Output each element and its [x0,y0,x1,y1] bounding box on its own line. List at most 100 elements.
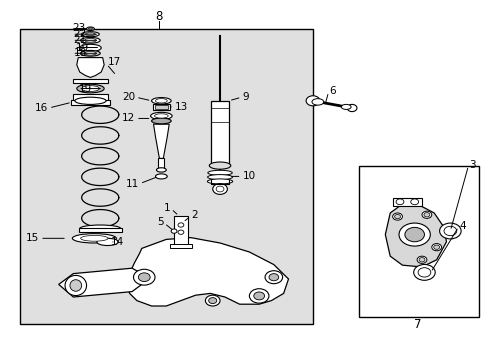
Ellipse shape [81,37,100,43]
Circle shape [264,271,282,284]
Ellipse shape [84,51,96,55]
Polygon shape [59,268,142,297]
Text: 6: 6 [329,86,336,96]
Circle shape [443,226,456,236]
Text: 10: 10 [242,171,255,181]
Circle shape [249,289,268,303]
Bar [170,244,191,248]
Circle shape [417,268,430,277]
Text: 8: 8 [155,10,163,23]
Circle shape [133,269,155,285]
Text: 11: 11 [125,179,139,189]
Ellipse shape [81,235,108,241]
Text: 12: 12 [122,113,135,123]
Text: 4: 4 [459,221,466,231]
Circle shape [171,229,177,233]
Ellipse shape [75,97,106,104]
Ellipse shape [81,86,99,91]
Text: 17: 17 [107,57,121,67]
Circle shape [421,211,431,219]
Polygon shape [385,204,446,267]
Ellipse shape [81,50,100,56]
Circle shape [431,244,441,251]
Text: 3: 3 [468,160,475,170]
Ellipse shape [311,99,323,105]
Bar [71,100,110,105]
Ellipse shape [151,118,171,124]
Ellipse shape [154,114,168,118]
Ellipse shape [151,98,171,104]
Bar [79,228,122,232]
Ellipse shape [77,84,104,93]
Circle shape [253,292,264,300]
Bar [73,79,107,83]
Ellipse shape [80,225,121,232]
Circle shape [208,298,216,303]
Ellipse shape [80,44,101,51]
Ellipse shape [81,32,99,37]
Text: 19: 19 [76,42,89,53]
Bar [20,29,312,324]
Ellipse shape [341,104,350,109]
Bar [211,101,228,166]
Text: 20: 20 [122,92,135,102]
Circle shape [392,213,402,220]
Text: 13: 13 [175,102,188,112]
Text: 1: 1 [163,203,170,213]
Circle shape [413,265,434,280]
Circle shape [423,213,429,217]
Circle shape [398,223,429,246]
Text: 9: 9 [242,92,249,102]
Ellipse shape [88,28,92,30]
Ellipse shape [209,162,230,169]
Ellipse shape [150,112,172,120]
Circle shape [212,184,227,194]
Circle shape [138,273,150,282]
Text: 23: 23 [72,23,85,33]
Text: 7: 7 [413,318,421,330]
Ellipse shape [156,168,166,172]
Text: 5: 5 [156,217,163,228]
Circle shape [439,223,460,239]
Circle shape [394,215,400,219]
Ellipse shape [84,39,96,42]
Circle shape [205,295,220,306]
Bar [154,105,168,109]
Circle shape [346,104,356,112]
Bar [158,158,164,169]
Ellipse shape [97,238,118,246]
Ellipse shape [86,27,94,31]
Bar [359,166,478,317]
Circle shape [216,186,224,192]
Circle shape [433,245,439,249]
Text: 18: 18 [73,48,86,58]
Circle shape [418,258,424,262]
Circle shape [305,96,319,106]
Ellipse shape [72,234,116,243]
Ellipse shape [207,170,232,175]
Circle shape [268,274,278,281]
Bar [392,198,421,206]
Circle shape [404,228,424,242]
Polygon shape [153,124,169,158]
Circle shape [410,199,418,205]
Text: 2: 2 [191,210,198,220]
Text: 14: 14 [111,237,124,247]
Bar [73,94,107,101]
Ellipse shape [70,280,81,291]
Text: 15: 15 [26,233,39,243]
Ellipse shape [85,33,95,36]
Bar [173,216,188,245]
Polygon shape [127,238,288,306]
Text: 22: 22 [73,29,86,39]
Circle shape [178,223,183,227]
Circle shape [395,199,403,205]
Polygon shape [77,58,104,77]
Ellipse shape [207,179,232,184]
Text: 21: 21 [73,35,86,45]
Ellipse shape [155,99,167,103]
Circle shape [178,230,183,234]
Text: 16: 16 [35,103,48,113]
Ellipse shape [65,275,86,296]
Ellipse shape [207,175,232,180]
